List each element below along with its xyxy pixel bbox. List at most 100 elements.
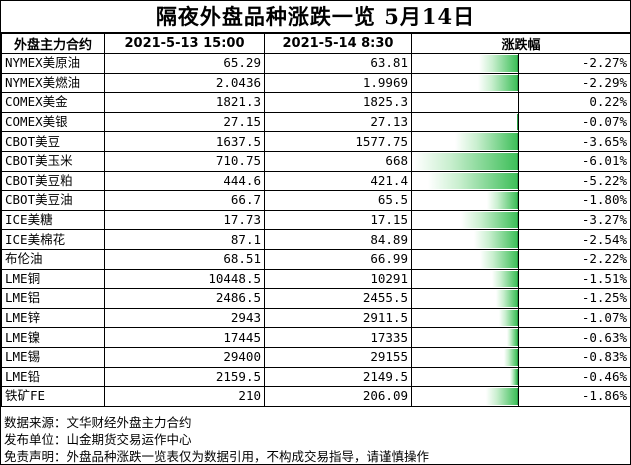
prev-price: 2943 bbox=[104, 307, 265, 329]
contract-name: ICE美棉花 bbox=[1, 229, 105, 250]
change-percent: -0.63% bbox=[517, 327, 631, 348]
change-bar-cell bbox=[411, 346, 519, 368]
contract-name: LME锡 bbox=[1, 346, 105, 368]
header-prev-time: 2021-5-13 15:00 bbox=[104, 33, 265, 54]
change-bar-cell bbox=[411, 268, 519, 290]
contract-name: CBOT美玉米 bbox=[1, 150, 105, 172]
change-percent: 0.22% bbox=[517, 92, 631, 113]
header-contract: 外盘主力合约 bbox=[1, 33, 105, 54]
footnotes: 数据来源：文华财经外盘主力合约 发布单位：山金期货交易运作中心 免责声明：外盘品… bbox=[4, 414, 429, 465]
zero-line bbox=[518, 132, 519, 151]
change-bar-cell bbox=[411, 248, 519, 270]
prev-price: 710.75 bbox=[104, 150, 265, 172]
change-percent: -1.25% bbox=[517, 288, 631, 309]
curr-price: 84.89 bbox=[264, 229, 412, 250]
contract-name: LME铅 bbox=[1, 366, 105, 388]
page-title: 隔夜外盘品种涨跌一览 5月14日 bbox=[1, 1, 630, 33]
change-bar-negative bbox=[496, 290, 518, 307]
note-source: 数据来源：文华财经外盘主力合约 bbox=[4, 415, 192, 430]
curr-price: 668 bbox=[264, 150, 412, 172]
contract-name: 布伦油 bbox=[1, 248, 105, 270]
curr-price: 2911.5 bbox=[264, 307, 412, 329]
change-bar-cell bbox=[411, 190, 519, 211]
table-row: 铁矿FE 210 206.09 -1.86% bbox=[1, 386, 631, 407]
change-bar-negative bbox=[479, 250, 518, 268]
contract-name: COMEX美金 bbox=[1, 92, 105, 113]
table-row: COMEX美金 1821.3 1825.3 0.22% bbox=[1, 92, 631, 113]
table-row: ICE美糖 17.73 17.15 -3.27% bbox=[1, 209, 631, 231]
change-bar-cell bbox=[411, 170, 519, 192]
change-bar-negative bbox=[503, 348, 518, 366]
prev-price: 444.6 bbox=[104, 170, 265, 192]
prev-price: 68.51 bbox=[104, 248, 265, 270]
table-row: CBOT美豆油 66.7 65.5 -1.80% bbox=[1, 190, 631, 211]
zero-line bbox=[518, 328, 519, 347]
curr-price: 1825.3 bbox=[264, 92, 412, 113]
prev-price: 2486.5 bbox=[104, 288, 265, 309]
table-row: LME铅 2159.5 2149.5 -0.46% bbox=[1, 366, 631, 388]
change-bar-negative bbox=[507, 329, 518, 346]
change-percent: -0.07% bbox=[517, 111, 631, 133]
change-bar-cell bbox=[411, 111, 519, 133]
table-row: LME铜 10448.5 10291 -1.51% bbox=[1, 268, 631, 290]
zero-line bbox=[518, 289, 519, 308]
change-percent: -1.86% bbox=[517, 386, 631, 407]
change-percent: -6.01% bbox=[517, 150, 631, 172]
change-bar-negative bbox=[454, 133, 518, 150]
table-row: COMEX美银 27.15 27.13 -0.07% bbox=[1, 111, 631, 133]
prev-price: 1637.5 bbox=[104, 131, 265, 152]
zero-line bbox=[518, 113, 519, 132]
prev-price: 87.1 bbox=[104, 229, 265, 250]
contract-name: CBOT美豆粕 bbox=[1, 170, 105, 192]
contract-name: NYMEX美燃油 bbox=[1, 72, 105, 94]
prev-price: 27.15 bbox=[104, 111, 265, 133]
curr-price: 65.5 bbox=[264, 190, 412, 211]
curr-price: 27.13 bbox=[264, 111, 412, 133]
change-bar-cell bbox=[411, 53, 519, 74]
zero-line bbox=[518, 270, 519, 289]
curr-price: 63.81 bbox=[264, 53, 412, 74]
contract-name: LME镍 bbox=[1, 327, 105, 348]
curr-price: 206.09 bbox=[264, 386, 412, 407]
change-bar-cell bbox=[411, 150, 519, 172]
contract-name: 铁矿FE bbox=[1, 386, 105, 407]
table-row: CBOT美豆 1637.5 1577.75 -3.65% bbox=[1, 131, 631, 152]
prev-price: 2159.5 bbox=[104, 366, 265, 388]
change-percent: -1.51% bbox=[517, 268, 631, 290]
prev-price: 10448.5 bbox=[104, 268, 265, 290]
change-bar-negative bbox=[516, 113, 518, 131]
prev-price: 2.0436 bbox=[104, 72, 265, 94]
zero-line bbox=[518, 152, 519, 171]
contract-name: CBOT美豆 bbox=[1, 131, 105, 152]
note-disclaimer: 免责声明：外盘品种涨跌一览表仅为数据引用，不构成交易指导，请谨慎操作 bbox=[4, 449, 430, 464]
change-bar-negative bbox=[491, 270, 518, 288]
zero-line bbox=[518, 211, 519, 230]
table-body: NYMEX美原油 65.29 63.81 -2.27% NYMEX美燃油 2.0436 1.… bbox=[1, 53, 631, 407]
change-percent: -1.80% bbox=[517, 190, 631, 211]
change-percent: -0.83% bbox=[517, 346, 631, 368]
zero-line bbox=[518, 172, 519, 191]
change-percent: -2.27% bbox=[517, 53, 631, 74]
change-bar-negative bbox=[461, 211, 518, 229]
curr-price: 2455.5 bbox=[264, 288, 412, 309]
change-bar-negative bbox=[486, 192, 518, 209]
change-bar-negative bbox=[474, 231, 518, 248]
change-bar-negative bbox=[510, 368, 518, 386]
contract-name: LME铜 bbox=[1, 268, 105, 290]
change-bar-positive bbox=[518, 94, 519, 111]
contract-name: LME铝 bbox=[1, 288, 105, 309]
table-row: 布伦油 68.51 66.99 -2.22% bbox=[1, 248, 631, 270]
table-row: CBOT美豆粕 444.6 421.4 -5.22% bbox=[1, 170, 631, 192]
header-curr-time: 2021-5-14 8:30 bbox=[264, 33, 412, 54]
table-row: ICE美棉花 87.1 84.89 -2.54% bbox=[1, 229, 631, 250]
table-row: LME锌 2943 2911.5 -1.07% bbox=[1, 307, 631, 329]
zero-line bbox=[518, 250, 519, 269]
change-bar-negative bbox=[478, 74, 518, 92]
prev-price: 210 bbox=[104, 386, 265, 407]
curr-price: 1577.75 bbox=[264, 131, 412, 152]
contract-name: NYMEX美原油 bbox=[1, 53, 105, 74]
table-row: LME铝 2486.5 2455.5 -1.25% bbox=[1, 288, 631, 309]
curr-price: 29155 bbox=[264, 346, 412, 368]
change-bar-cell bbox=[411, 288, 519, 309]
change-bar-negative bbox=[478, 55, 518, 72]
